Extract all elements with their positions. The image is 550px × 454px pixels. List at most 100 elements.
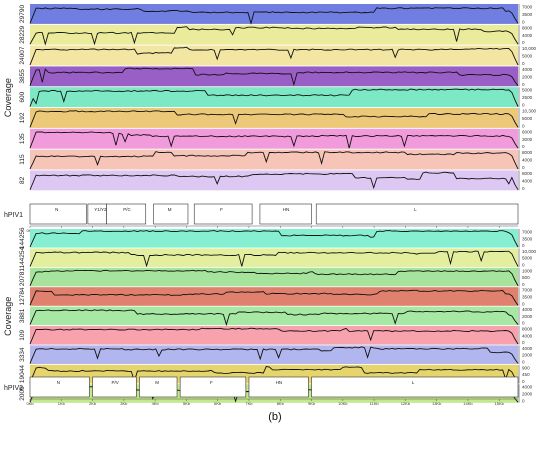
y-tick-label-b-2009-1: 2000 (522, 392, 533, 397)
sample-label-b-3334: 3334 (19, 347, 26, 362)
gene-box-b-P-V (92, 376, 137, 398)
sample-label-a-135: 135 (19, 133, 26, 144)
y-tick-label-a-135-1: 3000 (522, 137, 533, 142)
sample-label-b-109: 109 (19, 329, 26, 340)
coverage-line-a-600 (29, 88, 519, 107)
track-a-3855 (30, 66, 518, 87)
gene-label-a-F: F (220, 207, 223, 212)
y-tick-label-b-20781-0: 1000 (522, 268, 533, 273)
y-tick-label-a-24007-0: 10,000 (522, 46, 536, 51)
sample-label-a-28229: 28229 (19, 25, 26, 43)
coverage-line-a-29790 (29, 7, 519, 25)
y-tick-label-a-3855-1: 2000 (522, 74, 533, 79)
gene-label-a-P-C: P/C (123, 207, 131, 212)
sample-label-b-144256: 144256 (19, 227, 26, 249)
genome-tick-label-b-4: 4Kb (152, 401, 160, 406)
virus-label-b: hPIV2 (4, 385, 23, 392)
genome-tick-label-b-15: 15Kb (495, 401, 505, 406)
y-tick-label-b-3881-0: 4000 (522, 307, 533, 312)
coverage-line-a-192 (29, 110, 519, 128)
y-tick-label-b-20781-1: 500 (522, 275, 530, 280)
gene-label-a-N: N (55, 207, 58, 212)
genome-tick-label-b-0: 0Kb (26, 401, 34, 406)
y-tick-label-b-144256-0: 7000 (522, 230, 533, 235)
genome-tick-label-b-3: 3Kb (120, 401, 128, 406)
y-tick-label-a-24007-1: 5000 (522, 54, 533, 59)
y-tick-label-a-28229-0: 8000 (522, 25, 533, 30)
sample-label-a-600: 600 (19, 91, 26, 102)
ylabel-a: Coverage (3, 78, 13, 117)
sample-label-b-12784: 12784 (19, 287, 26, 305)
gene-box-a-P-C (106, 203, 147, 225)
coverage-line-b-12784 (29, 289, 519, 306)
gene-label-a-M: M (168, 207, 172, 212)
track-a-135 (30, 128, 518, 149)
ylabel-b: Coverage (3, 297, 13, 336)
track-a-115 (30, 149, 518, 170)
gene-box-b-M (139, 376, 178, 398)
sample-label-a-82: 82 (19, 176, 26, 184)
genome-tick-label-b-1: 1Kb (58, 401, 66, 406)
y-tick-label-a-29790-1: 3500 (522, 12, 533, 17)
gene-box-a-F (193, 203, 253, 225)
track-a-192 (30, 108, 518, 128)
sample-label-b-3881: 3881 (19, 308, 26, 323)
coverage-line-b-20781 (29, 269, 519, 287)
genome-tick-label-b-2: 2Kb (89, 401, 97, 406)
gene-label-b-P-V: P/V (111, 380, 118, 385)
y-tick-label-b-12784-2: 0 (522, 301, 525, 306)
coverage-line-b-3881 (29, 309, 519, 327)
track-b-144254 (30, 248, 518, 267)
y-tick-label-b-3881-1: 2000 (522, 314, 533, 319)
sample-label-b-20781: 20781 (19, 268, 26, 286)
gene-label-b-L: L (412, 380, 415, 385)
coverage-line-a-24007 (29, 46, 519, 66)
y-tick-label-b-3334-0: 4000 (522, 346, 533, 351)
y-tick-label-a-115-0: 8000 (522, 150, 533, 155)
virus-label-a: hPIV1 (4, 212, 23, 219)
y-tick-label-a-24007-2: 0 (522, 61, 525, 66)
sample-label-b-144254: 144254 (19, 246, 26, 268)
coverage-line-a-28229 (29, 26, 519, 46)
track-a-600 (30, 87, 518, 108)
y-tick-label-a-192-2: 0 (522, 123, 525, 128)
y-tick-label-a-600-0: 5000 (522, 88, 533, 93)
y-tick-label-b-109-1: 4000 (522, 333, 533, 338)
track-b-3334 (30, 345, 518, 364)
y-tick-label-b-19044-1: 450 (522, 372, 530, 377)
coverage-line-a-3855 (29, 67, 519, 87)
track-b-20781 (30, 267, 518, 287)
genome-tick-label-b-10: 10Kb (338, 401, 348, 406)
gene-box-b-N (29, 376, 90, 398)
gene-box-b-F (179, 376, 247, 398)
coverage-line-a-82 (29, 171, 519, 190)
gene-box-a-M (153, 203, 189, 225)
genome-tick-label-b-7: 7Kb (245, 401, 253, 406)
coverage-line-b-144254 (29, 250, 519, 268)
sample-label-b-2009: 2009 (19, 386, 26, 401)
gene-box-b-HN (248, 376, 309, 398)
genome-tick-label-b-5: 5Kb (183, 401, 191, 406)
y-tick-label-a-135-0: 6000 (522, 129, 533, 134)
y-tick-label-a-29790-0: 7000 (522, 5, 533, 10)
y-tick-label-a-28229-1: 4000 (522, 33, 533, 38)
y-tick-label-b-20781-2: 0 (522, 282, 525, 287)
genome-tick-label-b-8: 8Kb (277, 401, 285, 406)
track-a-24007 (30, 45, 518, 66)
gene-box-a-L (315, 203, 519, 225)
y-tick-label-a-82-2: 0 (522, 186, 525, 191)
y-tick-label-a-115-1: 4000 (522, 158, 533, 163)
sample-label-a-192: 192 (19, 112, 26, 123)
y-tick-label-b-2009-2: 0 (522, 398, 525, 403)
y-tick-label-a-82-0: 8000 (522, 171, 533, 176)
y-tick-label-b-3334-1: 2000 (522, 353, 533, 358)
y-tick-label-a-600-1: 2500 (522, 95, 533, 100)
y-tick-label-a-3855-2: 0 (522, 82, 525, 87)
y-tick-label-a-82-1: 4000 (522, 178, 533, 183)
track-b-3881 (30, 306, 518, 326)
gene-box-a-HN (259, 203, 312, 225)
sample-label-a-29790: 29790 (19, 5, 26, 23)
gene-box-b-L (311, 376, 519, 398)
coverage-line-b-3334 (29, 346, 519, 364)
